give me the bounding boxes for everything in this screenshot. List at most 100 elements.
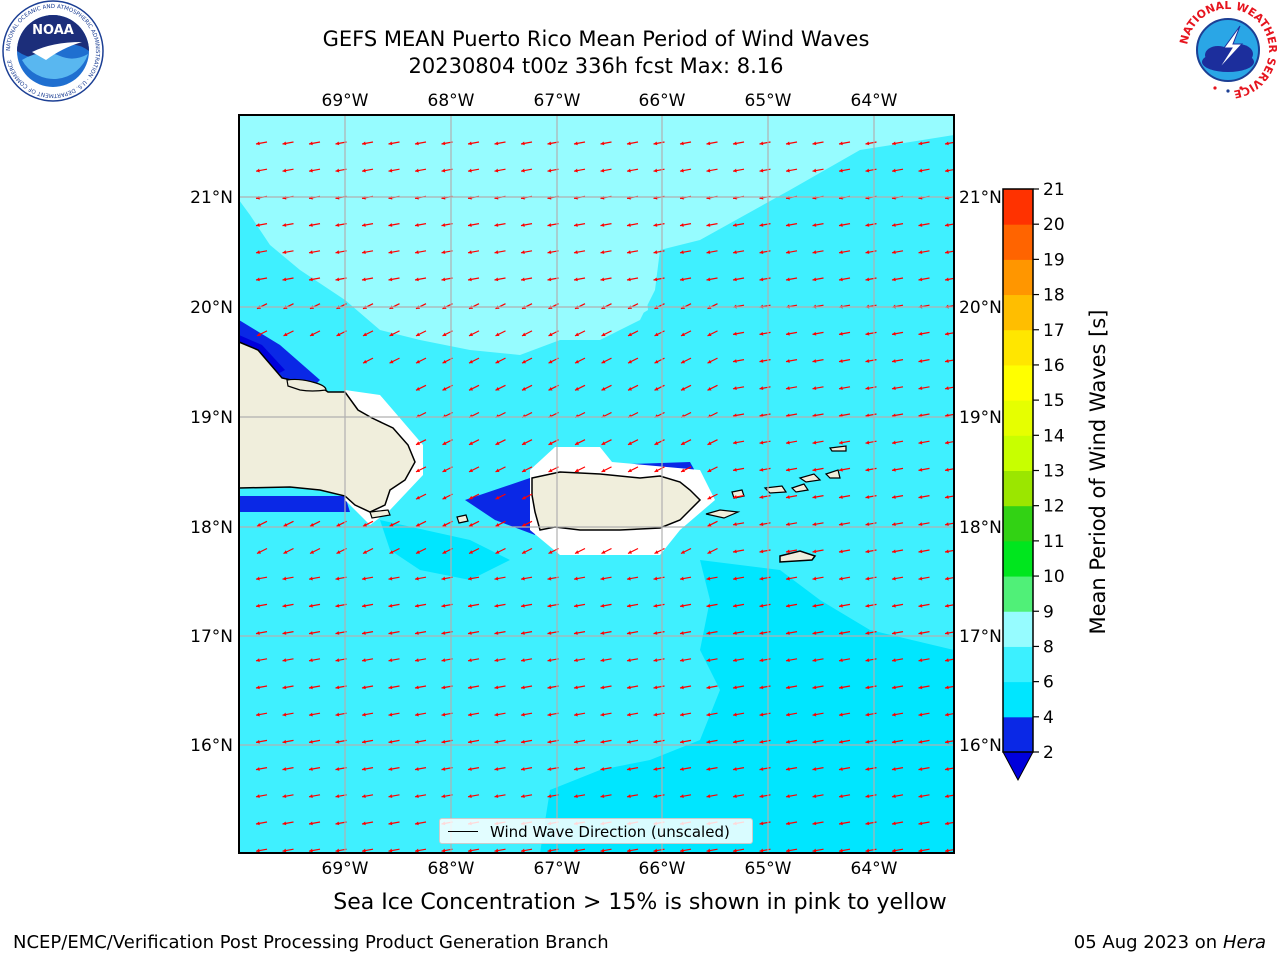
- wave-arrow-head: [706, 685, 711, 690]
- wave-arrow-head: [812, 141, 817, 146]
- wave-arrow-head: [256, 576, 260, 581]
- colorbar-segment: [1003, 435, 1033, 471]
- wave-arrow-head: [812, 359, 817, 363]
- wave-arrow-head: [627, 794, 631, 799]
- wave-arrow-head: [865, 712, 870, 717]
- wave-arrow-head: [335, 277, 340, 282]
- wave-arrow-head: [388, 767, 393, 771]
- wave-arrow-head: [892, 141, 896, 146]
- wave-arrow-head: [653, 141, 658, 146]
- wave-arrow-head: [786, 603, 790, 608]
- wave-arrow-head: [892, 495, 896, 499]
- wave-arrow-head: [918, 413, 923, 418]
- wave-arrow-head: [945, 223, 949, 227]
- wave-arrow-head: [521, 168, 525, 173]
- wave-arrow-head: [706, 794, 711, 799]
- colorbar-tick-label: 13: [1043, 462, 1065, 482]
- wave-arrow-head: [918, 440, 923, 445]
- wave-arrow-head: [309, 658, 313, 663]
- contour-mid-band: [540, 560, 954, 853]
- wave-arrow-head: [574, 141, 578, 146]
- wave-arrow-head: [733, 549, 737, 554]
- wave-arrow-head: [362, 141, 366, 146]
- wave-arrow-head: [892, 413, 896, 418]
- wave-arrow-head: [892, 848, 896, 853]
- wave-arrow-head: [945, 712, 949, 717]
- wave-arrow-head: [362, 277, 366, 282]
- wave-arrow-head: [865, 331, 870, 336]
- wave-arrow-head: [335, 576, 340, 581]
- wave-arrow-head: [600, 767, 605, 771]
- wave-arrow-head: [415, 250, 419, 255]
- wave-arrow-head: [494, 223, 499, 227]
- wave-arrow-head: [494, 141, 499, 146]
- colorbar-tick-label: 12: [1043, 497, 1065, 517]
- wave-arrow-head: [309, 576, 313, 581]
- wave-arrow-head: [257, 332, 261, 337]
- wave-arrow-head: [918, 495, 923, 499]
- wave-arrow-head: [574, 250, 578, 255]
- wave-arrow-head: [918, 767, 923, 771]
- wave-arrow-head: [653, 658, 658, 663]
- lon-label-bottom: 69°W: [322, 859, 369, 879]
- wave-arrow-head: [388, 685, 393, 690]
- lat-labels-left: 21°N 20°N 19°N 18°N 17°N 16°N: [190, 188, 233, 756]
- wave-arrow-head: [733, 386, 737, 391]
- wave-arrow-head: [310, 523, 314, 527]
- wave-arrow-head: [574, 767, 578, 771]
- wave-arrow-head: [547, 168, 552, 173]
- wave-arrow-head: [945, 549, 949, 554]
- wave-arrow-head: [521, 576, 525, 581]
- wave-arrow-head: [442, 441, 447, 445]
- wave-arrow-head: [786, 767, 790, 771]
- wave-arrow-head: [707, 550, 712, 554]
- wave-arrow-head: [547, 739, 552, 744]
- wave-arrow-head: [945, 767, 949, 771]
- lat-label-left: 19°N: [190, 408, 233, 428]
- wave-arrow-head: [522, 359, 526, 364]
- wave-arrow-head: [282, 223, 287, 227]
- wave-arrow-head: [574, 685, 578, 690]
- wave-arrow-head: [416, 550, 420, 554]
- wave-arrow-head: [495, 332, 500, 337]
- wave-arrow-head: [865, 522, 870, 527]
- land-saona: [369, 509, 391, 519]
- wave-arrow-head: [681, 359, 685, 364]
- wave-arrow-head: [680, 794, 684, 799]
- wave-arrow-head: [441, 794, 446, 799]
- wave-arrow-head: [256, 848, 260, 853]
- wave-arrow-head: [759, 141, 764, 146]
- wave-arrow-head: [256, 223, 260, 227]
- wave-arrow-head: [601, 387, 606, 391]
- wave-arrow-head: [706, 168, 711, 173]
- wave-arrow-head: [575, 550, 579, 554]
- wave-arrow-head: [865, 848, 870, 853]
- wave-arrow-head: [918, 168, 923, 173]
- wave-arrow-head: [653, 631, 658, 635]
- wave-arrow-head: [839, 440, 843, 445]
- wave-arrow-head: [627, 250, 631, 255]
- wave-arrow-head: [865, 386, 870, 391]
- wave-arrow-head: [415, 576, 419, 581]
- wave-arrow-head: [309, 712, 313, 717]
- land-mona: [456, 514, 469, 524]
- lon-label-bottom: 66°W: [639, 859, 686, 879]
- colorbar-tick-label: 20: [1043, 215, 1065, 235]
- wave-arrow-head: [759, 359, 764, 363]
- wave-arrow-head: [600, 712, 605, 717]
- wave-arrow-head: [812, 631, 817, 635]
- wave-arrow-head: [865, 658, 870, 663]
- wave-arrow-head: [759, 331, 764, 336]
- wave-arrow-head: [839, 168, 843, 173]
- wave-arrow-head: [442, 332, 447, 337]
- wave-arrow-head: [283, 550, 288, 554]
- wave-arrow-head: [574, 223, 578, 227]
- map-legend: Wind Wave Direction (unscaled): [439, 818, 753, 844]
- wave-arrow-head: [310, 332, 314, 337]
- wave-arrow-head: [469, 468, 473, 473]
- wave-arrow-head: [600, 631, 605, 635]
- wave-arrow-head: [865, 413, 870, 418]
- wave-arrow-head: [335, 821, 340, 826]
- wave-arrow-head: [309, 250, 313, 255]
- wave-arrow-head: [574, 168, 578, 173]
